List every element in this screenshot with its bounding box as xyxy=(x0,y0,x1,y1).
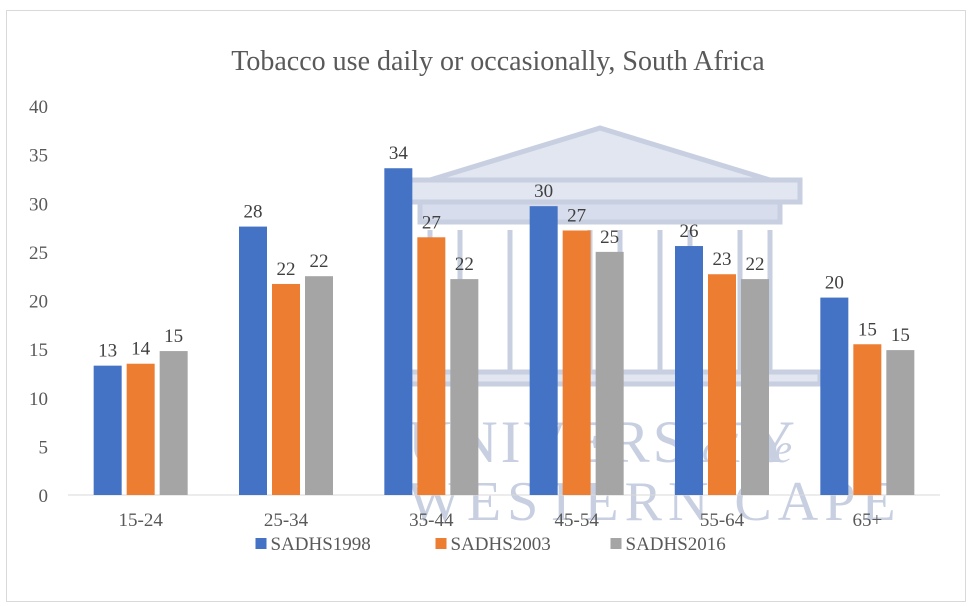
data-label: 20 xyxy=(825,273,844,294)
bar-sadhs2016-65+ xyxy=(886,350,915,495)
bar-sadhs2003-35-44 xyxy=(417,237,446,495)
data-label: 28 xyxy=(244,202,263,223)
data-label: 22 xyxy=(277,259,296,280)
y-tick-label: 0 xyxy=(39,486,49,507)
y-tick-label: 20 xyxy=(29,292,48,313)
legend-swatch xyxy=(610,538,622,549)
data-label: 15 xyxy=(858,319,877,340)
legend-label: SADHS2003 xyxy=(451,534,551,555)
y-tick-label: 25 xyxy=(29,243,48,264)
x-tick-label: 15-24 xyxy=(119,510,164,531)
data-label: 22 xyxy=(746,254,765,275)
y-tick-label: 30 xyxy=(29,194,48,215)
data-label: 25 xyxy=(600,227,619,248)
y-tick-label: 15 xyxy=(29,340,48,361)
legend-label: SADHS2016 xyxy=(626,534,726,555)
x-tick-label: 45-54 xyxy=(555,510,600,531)
legend-item-sadhs2003: SADHS2003 xyxy=(435,534,551,555)
bar-sadhs1998-35-44 xyxy=(384,168,413,496)
x-tick-label: 55-64 xyxy=(700,510,745,531)
x-tick-label: 65+ xyxy=(852,510,882,531)
bar-sadhs1998-55-64 xyxy=(675,246,703,495)
data-label: 27 xyxy=(422,212,441,233)
bar-sadhs2003-55-64 xyxy=(708,274,736,495)
data-label: 22 xyxy=(310,251,329,272)
bar-sadhs2016-55-64 xyxy=(741,279,769,495)
bar-sadhs2003-25-34 xyxy=(272,283,300,495)
bar-sadhs1998-45-54 xyxy=(529,206,558,496)
data-label: 22 xyxy=(455,254,474,275)
legend: SADHS1998 SADHS2003 SADHS2016 xyxy=(255,534,726,555)
bar-sadhs2003-15-24 xyxy=(126,363,155,495)
bar-sadhs2016-35-44 xyxy=(450,279,479,495)
y-tick-label: 35 xyxy=(29,146,48,167)
data-label: 30 xyxy=(534,181,553,202)
bar-sadhs2016-15-24 xyxy=(159,351,188,495)
watermark-line2: WESTERN CAPE xyxy=(408,471,902,533)
y-tick-label: 10 xyxy=(29,389,48,410)
data-label: 14 xyxy=(131,339,151,360)
bar-sadhs1998-15-24 xyxy=(93,365,122,495)
chart-frame xyxy=(6,10,966,602)
data-label: 15 xyxy=(164,326,183,347)
bar-sadhs1998-25-34 xyxy=(239,226,267,495)
data-label: 13 xyxy=(98,341,117,362)
legend-swatch xyxy=(255,538,267,549)
data-label: 23 xyxy=(713,249,732,270)
x-tick-label: 35-44 xyxy=(409,510,454,531)
bar-sadhs2003-45-54 xyxy=(562,230,591,496)
chart-title: Tobacco use daily or occasionally, South… xyxy=(231,46,765,77)
data-label: 15 xyxy=(891,325,910,346)
data-label: 34 xyxy=(389,143,409,164)
legend-label: SADHS1998 xyxy=(271,534,371,555)
bars: 13 14 15 28 22 22 34 27 22 30 27 25 26 23 22 20 15 15 xyxy=(93,143,915,496)
data-label: 27 xyxy=(567,205,586,226)
y-tick-label: 5 xyxy=(39,437,49,458)
data-label: 26 xyxy=(680,221,699,242)
legend-swatch xyxy=(435,538,447,549)
x-axis: 15-24 25-34 35-44 45-54 55-64 65+ xyxy=(119,510,883,531)
legend-item-sadhs1998: SADHS1998 xyxy=(255,534,371,555)
legend-item-sadhs2016: SADHS2016 xyxy=(610,534,726,555)
bar-sadhs2016-25-34 xyxy=(305,276,333,495)
y-axis: 0 5 10 15 20 25 30 35 40 xyxy=(29,97,48,507)
y-tick-label: 40 xyxy=(29,97,48,118)
bar-sadhs2016-45-54 xyxy=(595,251,624,495)
bar-sadhs1998-65+ xyxy=(820,297,849,495)
x-tick-label: 25-34 xyxy=(264,510,309,531)
bar-sadhs2003-65+ xyxy=(853,344,882,495)
